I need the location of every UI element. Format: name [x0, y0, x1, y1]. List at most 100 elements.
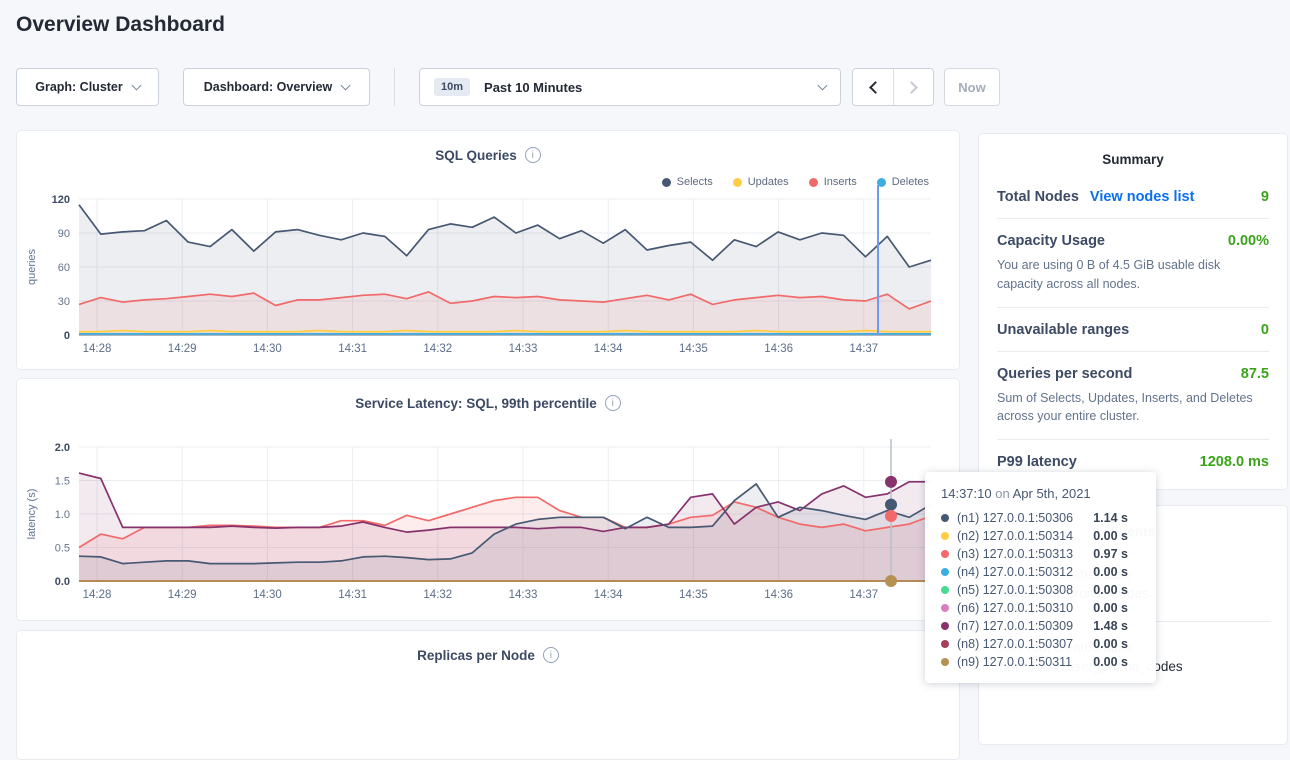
svg-text:14:33: 14:33: [509, 589, 538, 601]
time-range-label: Past 10 Minutes: [484, 80, 582, 95]
series-dot-icon: [941, 568, 949, 576]
svg-text:14:34: 14:34: [594, 589, 623, 601]
summary-row: Queries per second 87.5 Sum of Selects, Up…: [997, 351, 1269, 440]
series-dot-icon: [941, 622, 949, 630]
tooltip-node-label: (n3) 127.0.0.1:50313: [957, 547, 1073, 561]
summary-row: Unavailable ranges 0: [997, 307, 1269, 351]
summary-value: 0.00%: [1228, 233, 1269, 249]
svg-text:120: 120: [52, 194, 70, 206]
replicas-per-node-chart-card: Replicas per Node i: [16, 630, 960, 760]
svg-text:14:34: 14:34: [594, 343, 623, 355]
summary-heading: Summary: [979, 134, 1287, 167]
summary-value: 1208.0 ms: [1200, 454, 1269, 470]
toolbar: Graph: Cluster Dashboard: Overview 10m P…: [16, 68, 1000, 106]
tooltip-row: (n6) 127.0.0.1:50310 0.00 s: [941, 599, 1142, 617]
tooltip-node-label: (n5) 127.0.0.1:50308: [957, 583, 1073, 597]
summary-row: Total NodesView nodes list9: [997, 175, 1269, 218]
tooltip-node-value: 1.48 s: [1093, 619, 1142, 633]
svg-text:1.5: 1.5: [55, 476, 70, 488]
tooltip-row: (n5) 127.0.0.1:503080.00 s: [941, 581, 1142, 599]
tooltip-node-label: (n9) 127.0.0.1:50311: [957, 655, 1072, 669]
chevron-down-icon: [131, 80, 141, 90]
svg-text:14:37: 14:37: [849, 589, 878, 601]
tooltip-node-value: 0.00 s: [1093, 529, 1142, 543]
chart-title-service-latency: Service Latency: SQL, 99th percentile: [355, 396, 597, 411]
dashboard-dropdown[interactable]: Dashboard: Overview: [183, 68, 370, 106]
svg-text:14:28: 14:28: [83, 589, 112, 601]
dashboard-dropdown-label: Dashboard: Overview: [204, 80, 333, 94]
svg-text:14:30: 14:30: [253, 343, 282, 355]
tooltip-node-value: 1.14 s: [1093, 511, 1142, 525]
chevron-down-icon: [341, 80, 351, 90]
tooltip-row: (n9) 127.0.0.1:503110.00 s: [941, 653, 1142, 671]
summary-value: 87.5: [1241, 366, 1269, 382]
time-range-badge: 10m: [434, 78, 470, 96]
info-icon[interactable]: i: [543, 647, 559, 663]
summary-label: Queries per second: [997, 366, 1132, 382]
svg-text:0: 0: [64, 330, 70, 342]
svg-text:14:35: 14:35: [679, 589, 708, 601]
service-latency-chart-card: Service Latency: SQL, 99th percentile i …: [16, 378, 960, 621]
tooltip-node-label: (n2) 127.0.0.1:50314: [957, 529, 1073, 543]
svg-text:14:31: 14:31: [338, 589, 367, 601]
tooltip-node-value: 0.97 s: [1093, 547, 1142, 561]
summary-label: Capacity Usage: [997, 233, 1105, 249]
series-dot-icon: [941, 550, 949, 558]
summary-value: 0: [1261, 322, 1269, 338]
svg-text:latency (s): latency (s): [26, 489, 38, 540]
series-dot-icon: [941, 532, 949, 540]
series-dot-icon: [941, 514, 949, 522]
now-button[interactable]: Now: [944, 68, 1000, 106]
tooltip-node-label: (n6) 127.0.0.1:50310: [957, 601, 1073, 615]
svg-text:14:32: 14:32: [423, 589, 452, 601]
chart-title-replicas-per-node: Replicas per Node: [417, 648, 535, 663]
svg-text:14:35: 14:35: [679, 343, 708, 355]
svg-text:14:28: 14:28: [83, 343, 112, 355]
time-prev-button[interactable]: [853, 69, 893, 105]
summary-panel: Summary Total NodesView nodes list9Capac…: [978, 133, 1288, 490]
svg-text:60: 60: [58, 262, 70, 274]
time-range-selector[interactable]: 10m Past 10 Minutes: [419, 68, 841, 106]
tooltip-row: (n3) 127.0.0.1:50313 0.97 s: [941, 545, 1142, 563]
svg-text:30: 30: [58, 296, 70, 308]
tooltip-node-value: 0.00 s: [1093, 565, 1142, 579]
series-dot-icon: [941, 658, 949, 666]
chevron-right-icon: [905, 81, 918, 94]
svg-text:14:31: 14:31: [338, 343, 367, 355]
svg-text:queries: queries: [26, 248, 38, 285]
tooltip-node-value: 0.00 s: [1093, 601, 1142, 615]
tooltip-node-label: (n1) 127.0.0.1:50306: [957, 511, 1073, 525]
series-dot-icon: [941, 604, 949, 612]
info-icon[interactable]: i: [605, 395, 621, 411]
time-next-button[interactable]: [893, 69, 933, 105]
sql-queries-chart-card: SQL Queries i SelectsUpdatesInsertsDelet…: [16, 130, 960, 370]
chevron-down-icon: [818, 80, 828, 90]
info-icon[interactable]: i: [525, 147, 541, 163]
svg-text:14:30: 14:30: [253, 589, 282, 601]
svg-text:90: 90: [58, 228, 70, 240]
toolbar-divider: [394, 68, 395, 106]
graph-dropdown-label: Graph: Cluster: [35, 80, 123, 94]
summary-label: Unavailable ranges: [997, 322, 1129, 338]
page-title: Overview Dashboard: [16, 13, 225, 37]
svg-text:0.5: 0.5: [55, 543, 70, 555]
tooltip-row: (n4) 127.0.0.1:50312 0.00 s: [941, 563, 1142, 581]
series-dot-icon: [941, 586, 949, 594]
tooltip-row: (n1) 127.0.0.1:50306 1.14 s: [941, 509, 1142, 527]
tooltip-row: (n7) 127.0.0.1:50309 1.48 s: [941, 617, 1142, 635]
tooltip-node-label: (n7) 127.0.0.1:50309: [957, 619, 1073, 633]
view-nodes-list-link[interactable]: View nodes list: [1090, 189, 1195, 205]
tooltip-timestamp: 14:37:10 on Apr 5th, 2021: [941, 486, 1142, 501]
tooltip-node-label: (n4) 127.0.0.1:50312: [957, 565, 1073, 579]
svg-text:2.0: 2.0: [55, 442, 70, 454]
summary-value: 9: [1261, 189, 1269, 205]
graph-dropdown[interactable]: Graph: Cluster: [16, 68, 159, 106]
service-latency-plot[interactable]: 0.00.51.01.52.014:2814:2914:3014:3114:32…: [17, 429, 959, 617]
svg-text:14:32: 14:32: [423, 343, 452, 355]
time-nav-group: [852, 68, 934, 106]
chart-title-sql-queries: SQL Queries: [435, 148, 517, 163]
summary-subtitle: Sum of Selects, Updates, Inserts, and De…: [997, 389, 1269, 427]
chart-hover-tooltip: 14:37:10 on Apr 5th, 2021 (n1) 127.0.0.1…: [925, 472, 1156, 683]
series-dot-icon: [941, 640, 949, 648]
sql-queries-plot[interactable]: 030609012014:2814:2914:3014:3114:3214:33…: [17, 181, 959, 367]
